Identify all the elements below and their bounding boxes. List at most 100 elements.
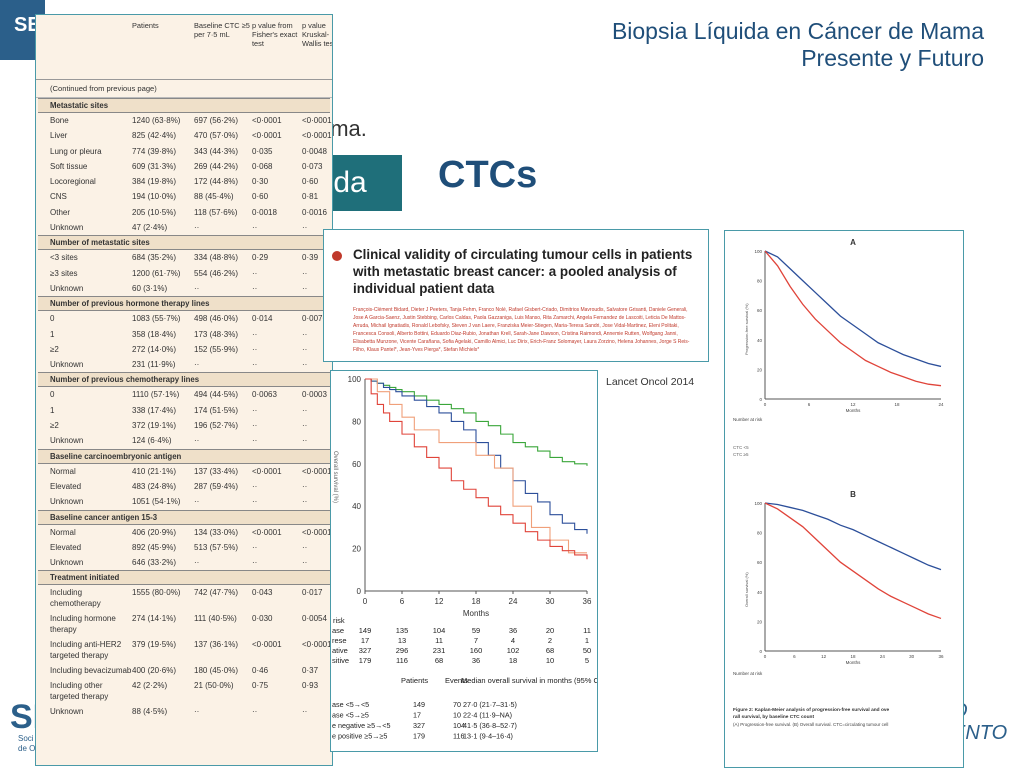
table-cell: 152 (55·9%) bbox=[194, 344, 239, 354]
y-tick-label: 0 bbox=[357, 587, 362, 596]
ctcs-heading: CTCs bbox=[438, 154, 538, 196]
table-cell: ·· bbox=[194, 283, 200, 293]
table-cell: 0·93 bbox=[302, 681, 319, 691]
risk-value: 59 bbox=[472, 626, 480, 635]
risk-value: 10 bbox=[546, 656, 554, 665]
table-cell: 334 (48·8%) bbox=[194, 253, 239, 263]
table-cell: ·· bbox=[302, 481, 308, 491]
summary-median: 13·1 (9·4–16·4) bbox=[463, 732, 513, 741]
table-cell: 231 (11·9%) bbox=[132, 360, 176, 370]
panel-curve-blue bbox=[764, 502, 942, 571]
risk-value: 102 bbox=[507, 646, 520, 655]
panel-label: A bbox=[850, 238, 856, 247]
summary-median: 41·5 (36·8–52·7) bbox=[463, 721, 517, 730]
table-cell: 1240 (63·8%) bbox=[132, 116, 181, 125]
table-cell: 274 (14·1%) bbox=[132, 614, 177, 624]
table-cell: 134 (33·0%) bbox=[194, 527, 239, 537]
table-cell: ·· bbox=[194, 707, 200, 717]
table-cell: ·· bbox=[194, 558, 200, 568]
table-cell: ·· bbox=[302, 707, 308, 717]
table-cell: ·· bbox=[302, 360, 308, 370]
panel-y-tick: 60 bbox=[757, 560, 763, 565]
km-plot-box: 100 80 60 40 20 0 0 6 12 18 24 30 36 Months Overall su… bbox=[330, 370, 604, 752]
table-header-cell: Patients bbox=[132, 21, 159, 30]
panel-y-label: Progression-free survival (%) bbox=[744, 303, 749, 355]
summary-row-label: e positive ≥5→≥5 bbox=[332, 732, 387, 741]
risk-table-title: risk bbox=[333, 616, 345, 625]
table-cell: 0·46 bbox=[252, 666, 269, 676]
table-row: Including other targeted therapy 42 (2·2%… bbox=[36, 678, 332, 704]
table-header-cell: p value Kruskal-Wallis test bbox=[302, 21, 333, 48]
x-tick-label: 24 bbox=[509, 597, 518, 606]
table-row: Including hormone therapy 274 (14·1%) 111 … bbox=[36, 611, 332, 637]
table-cell: 60 (3·1%) bbox=[132, 283, 168, 293]
table-cell: 0·0003 bbox=[302, 390, 327, 400]
table-row: Soft tissue 609 (31·3%) 269 (44·2%) 0·068 0·… bbox=[36, 159, 332, 174]
table-cell: 400 (20·6%) bbox=[132, 666, 177, 676]
baseline-table-panel: Patients Baseline CTC ≥5 per 7·5 mL p va… bbox=[35, 14, 333, 766]
panel-x-tick: 12 bbox=[821, 654, 827, 659]
panel-curve-blue bbox=[764, 250, 942, 368]
table-cell: <0·0001 bbox=[302, 116, 332, 125]
summary-median: 27·0 (21·7–31·5) bbox=[463, 700, 517, 709]
table-cell: Other bbox=[50, 207, 71, 217]
table-cell: 1200 (61·7%) bbox=[132, 268, 181, 278]
panel-y-tick: 100 bbox=[754, 249, 762, 254]
risk-value: 116 bbox=[396, 656, 408, 665]
risk-value: 4 bbox=[511, 636, 515, 645]
x-tick-label: 6 bbox=[400, 597, 405, 606]
y-tick-label: 60 bbox=[352, 460, 361, 469]
table-header-cell: p value from Fisher's exact test bbox=[252, 21, 298, 48]
risk-value: 36 bbox=[509, 626, 517, 635]
table-cell: 406 (20·9%) bbox=[132, 527, 177, 537]
table-continued-note: (Continued from previous page) bbox=[36, 80, 332, 98]
km-series-line-red bbox=[365, 378, 588, 560]
table-cell: Normal bbox=[50, 466, 76, 476]
table-cell: 498 (46·0%) bbox=[194, 314, 239, 324]
risk-value: 2 bbox=[548, 636, 552, 645]
summary-patients: 327 bbox=[413, 721, 425, 730]
figure-caption-cont: rall survival, by baseline CTC count bbox=[733, 714, 814, 720]
table-cell: 0·30 bbox=[252, 177, 269, 187]
table-cell: Including bevacizumab bbox=[50, 666, 132, 676]
table-cell: 196 (52·7%) bbox=[194, 421, 239, 431]
table-cell: 172 (44·8%) bbox=[194, 177, 239, 187]
figure-caption: Figure 2: Kaplan-Meier analysis of progr… bbox=[733, 707, 890, 713]
risk-value: 18 bbox=[509, 656, 517, 665]
risk-value: 11 bbox=[435, 636, 443, 645]
table-cell: 483 (24·8%) bbox=[132, 481, 177, 491]
table-row: <3 sites 684 (35·2%) 334 (48·8%) 0·29 0·39 bbox=[36, 250, 332, 265]
table-cell: 0·035 bbox=[252, 146, 273, 156]
table-cell: <0·0001 bbox=[252, 640, 282, 650]
summary-patients: 149 bbox=[413, 700, 425, 709]
table-cell: Including anti-HER2 targeted therapy bbox=[50, 640, 122, 661]
table-row: Normal 410 (21·1%) 137 (33·4%) <0·0001 <0·00… bbox=[36, 464, 332, 479]
table-row: 1 338 (17·4%) 174 (51·5%) ·· ·· bbox=[36, 403, 332, 418]
risk-row-label: sitive bbox=[332, 656, 349, 665]
risk-value: 1 bbox=[585, 636, 589, 645]
risk-value: 327 bbox=[359, 646, 372, 655]
risk-value: 68 bbox=[546, 646, 554, 655]
table-cell: 0·017 bbox=[302, 588, 323, 598]
slide-title-line1: Biopsia Líquida en Cáncer de Mama bbox=[611, 18, 984, 44]
table-cell: 111 (40·5%) bbox=[194, 614, 237, 624]
table-section-heading: Baseline carcinoembryonic antigen bbox=[38, 448, 330, 464]
risk-value: 11 bbox=[583, 626, 591, 635]
table-cell: ·· bbox=[252, 436, 258, 446]
table-row: Normal 406 (20·9%) 134 (33·0%) <0·0001 <0·00… bbox=[36, 525, 332, 540]
table-cell: Unknown bbox=[50, 558, 84, 568]
table-row: Unknown 88 (4·5%) ·· ·· ·· bbox=[36, 704, 332, 719]
table-cell: 343 (44·3%) bbox=[194, 146, 239, 156]
table-cell: 1555 (80·0%) bbox=[132, 588, 181, 598]
slide-title-line2: Presente y Futuro bbox=[801, 45, 984, 71]
table-cell: ·· bbox=[252, 344, 258, 354]
x-tick-label: 36 bbox=[583, 597, 592, 606]
x-tick-label: 18 bbox=[472, 597, 481, 606]
panel-y-label: Overall survival (%) bbox=[744, 572, 749, 607]
figure-caption-sub: (A) Progression-free survival. (B) Overa… bbox=[733, 722, 888, 727]
table-row: 1 358 (18·4%) 173 (48·3%) ·· ·· bbox=[36, 327, 332, 342]
table-cell: 379 (19·5%) bbox=[132, 640, 177, 650]
table-cell: 0·073 bbox=[302, 161, 323, 171]
table-cell: 372 (19·1%) bbox=[132, 421, 177, 431]
